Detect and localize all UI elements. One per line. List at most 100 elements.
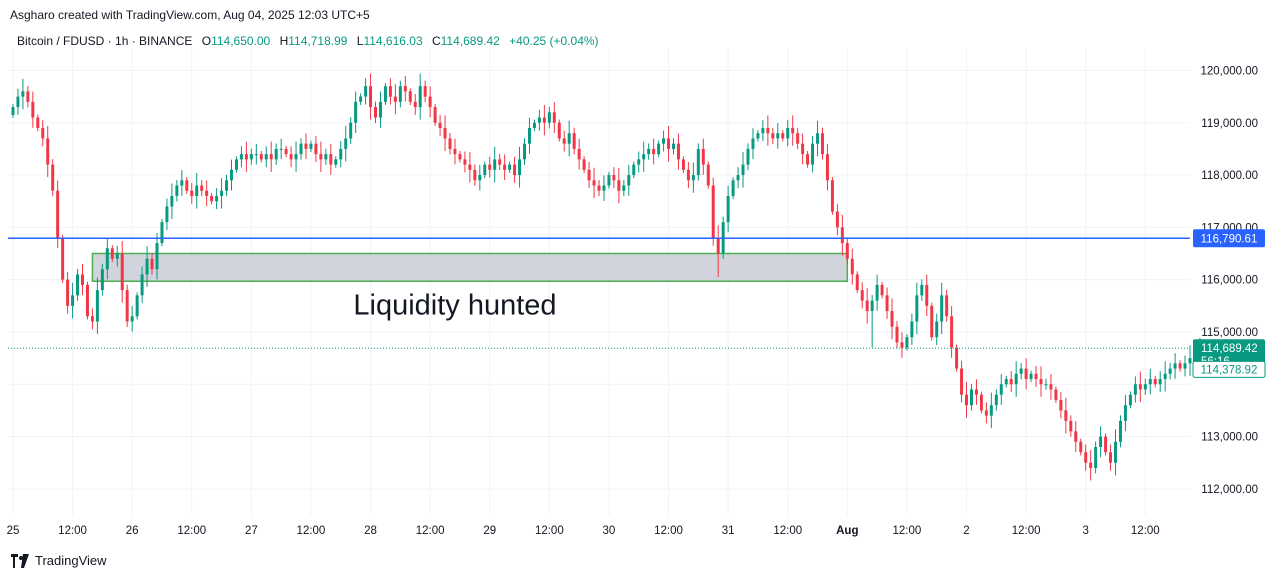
candle-body <box>781 133 785 139</box>
candle-body <box>855 274 859 291</box>
change-value: +40.25 (+0.04%) <box>509 34 599 48</box>
candle-body <box>776 133 780 139</box>
candle-body <box>319 154 323 160</box>
candle-body <box>413 101 417 108</box>
candle-body <box>125 290 129 322</box>
candle-body <box>801 143 805 155</box>
candle-body <box>31 101 35 118</box>
candle-body <box>905 337 909 348</box>
candle-body <box>398 86 402 102</box>
candle-body <box>562 138 566 144</box>
high-value: 114,718.99 <box>288 34 348 48</box>
candle-body <box>1064 410 1068 421</box>
liquidity-zone[interactable] <box>91 252 849 282</box>
candle-body <box>696 148 700 176</box>
candle-body <box>597 185 601 191</box>
secondary-price-label: 114,378.92 <box>1201 364 1258 376</box>
candle-body <box>175 185 179 196</box>
candle-body <box>170 195 174 207</box>
candle-body <box>1029 373 1033 380</box>
candle-body <box>940 295 944 322</box>
candle-body <box>1034 373 1038 380</box>
candle-body <box>925 284 929 306</box>
candle-body <box>150 258 154 270</box>
candle-body <box>36 117 40 128</box>
candle-body <box>880 284 884 296</box>
candle-body <box>587 169 591 181</box>
candle-body <box>1168 368 1172 374</box>
candle-body <box>334 159 338 165</box>
candle-body <box>423 86 427 97</box>
candle-body <box>592 180 596 186</box>
candle-body <box>284 148 288 155</box>
candle-body <box>999 384 1003 395</box>
candle-body <box>41 127 45 139</box>
time-tick-label: 12:00 <box>535 525 564 537</box>
candle-body <box>225 180 229 191</box>
time-tick-label: 12:00 <box>297 525 326 537</box>
candle-body <box>835 211 839 228</box>
symbol-label[interactable]: Bitcoin / FDUSD · 1h · BINANCE <box>17 34 193 48</box>
candle-body <box>364 86 368 97</box>
open-key: O <box>201 34 212 48</box>
candle-body <box>229 169 233 181</box>
candle-body <box>488 164 492 170</box>
candle-body <box>969 389 973 406</box>
candle-body <box>428 96 432 108</box>
candle-body <box>701 148 705 165</box>
candle-body <box>875 284 879 301</box>
time-tick-label: 12:00 <box>58 525 87 537</box>
candle-body <box>895 326 899 343</box>
candle-body <box>418 86 422 108</box>
candle-body <box>349 122 353 139</box>
chart-attribution: Asgharo created with TradingView.com, Au… <box>10 8 370 22</box>
candle-body <box>503 164 507 170</box>
candle-body <box>974 389 978 395</box>
candle-body <box>950 316 954 348</box>
candle-body <box>244 154 248 160</box>
candle-body <box>811 143 815 165</box>
candle-body <box>374 107 378 118</box>
candle-body <box>1039 379 1043 385</box>
candle-body <box>339 148 343 160</box>
candle-body <box>830 180 834 212</box>
price-tick-label: 113,000.00 <box>1201 432 1258 444</box>
candle-body <box>155 243 159 270</box>
candle-body <box>1148 379 1152 385</box>
candle-body <box>443 127 447 139</box>
candle-body <box>1079 441 1083 453</box>
candle-body <box>518 159 522 176</box>
candle-body <box>1123 405 1127 421</box>
price-axis[interactable]: 112,000.00 113,000.00 115,000.00 116,000.00… <box>1192 65 1266 496</box>
candle-body <box>66 279 70 306</box>
candle-body <box>746 148 750 165</box>
last-price-label: 114,689.42 <box>1201 343 1258 355</box>
support-price-tag-label: 116,790.61 <box>1201 233 1258 245</box>
candle-body <box>145 258 149 275</box>
candles <box>11 73 1202 481</box>
candle-body <box>453 148 457 155</box>
candle-body <box>716 237 720 254</box>
candle-body <box>681 159 685 170</box>
horizontal-line[interactable] <box>8 237 1190 349</box>
candle-body <box>602 185 606 191</box>
price-tick-label: 115,000.00 <box>1201 327 1258 339</box>
tradingview-logo[interactable]: TradingView <box>10 553 107 568</box>
time-axis[interactable]: 25 12:00 26 12:00 27 12:00 28 12:00 29 12:00 30 12:… <box>7 525 1160 537</box>
candle-body <box>786 127 790 139</box>
candle-body <box>547 112 551 123</box>
candle-body <box>46 138 50 165</box>
candle-body <box>1133 384 1137 395</box>
candle-body <box>329 154 333 165</box>
low-value: 114,616.03 <box>363 34 423 48</box>
price-tick-label: 112,000.00 <box>1201 484 1258 496</box>
candle-body <box>493 159 497 170</box>
annotation-text: Liquidity hunted <box>353 290 556 322</box>
candle-body <box>527 127 531 144</box>
time-tick-label: Aug <box>836 525 858 537</box>
candle-body <box>478 175 482 181</box>
time-tick-label: 31 <box>722 525 735 537</box>
candle-body <box>691 175 695 181</box>
candle-body <box>388 86 392 97</box>
